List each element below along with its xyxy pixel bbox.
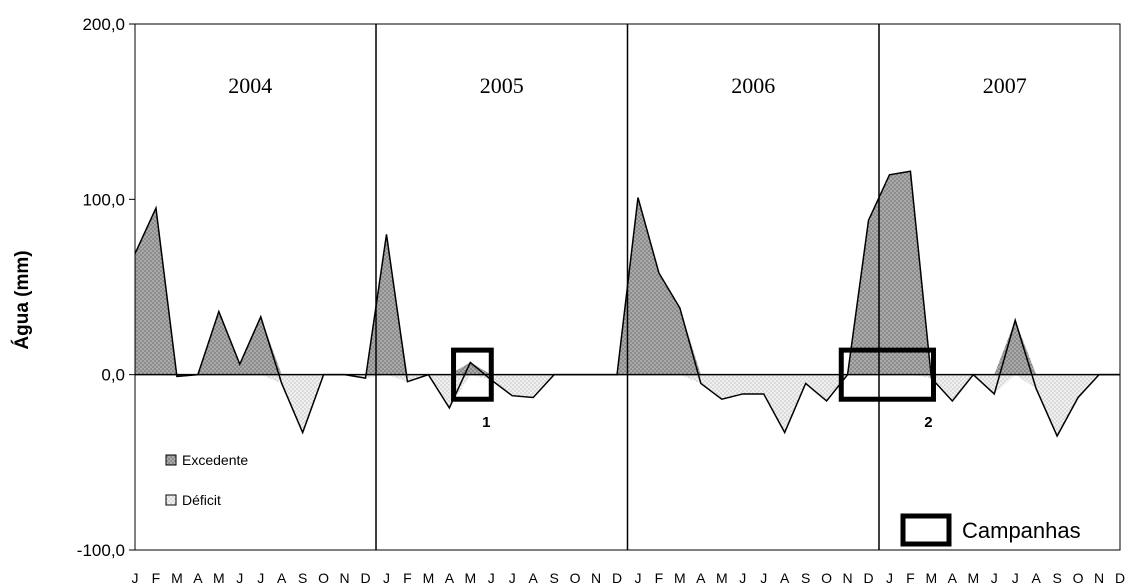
- campanha-label-2: 2: [924, 414, 932, 431]
- year-label-2007: 2007: [983, 73, 1027, 98]
- campanha-box-2: [838, 347, 936, 402]
- x-tick-label: S: [549, 570, 558, 586]
- y-tick-label: 200,0: [82, 15, 125, 34]
- x-tick-label: N: [340, 570, 350, 586]
- x-tick-label: M: [716, 570, 728, 586]
- x-tick-label: N: [842, 570, 852, 586]
- x-tick-label: A: [529, 570, 539, 586]
- x-tick-label: F: [152, 570, 161, 586]
- y-tick-label: -100,0: [77, 541, 125, 560]
- series-area-excedente: [135, 171, 1120, 375]
- x-tick-label: J: [739, 570, 746, 586]
- x-tick-label: F: [655, 570, 664, 586]
- x-tick-label: J: [488, 570, 495, 586]
- x-tick-label: A: [948, 570, 958, 586]
- x-tick-label: J: [236, 570, 243, 586]
- year-label-2004: 2004: [228, 73, 272, 98]
- x-tick-label: J: [886, 570, 893, 586]
- legend-label-deficit: Déficit: [182, 492, 221, 508]
- x-tick-label: J: [383, 570, 390, 586]
- x-tick-label: S: [298, 570, 307, 586]
- x-tick-label: F: [403, 570, 412, 586]
- x-tick-label: N: [1094, 570, 1104, 586]
- x-tick-label: M: [213, 570, 225, 586]
- y-tick-label: 0,0: [101, 366, 125, 385]
- x-tick-label: J: [760, 570, 767, 586]
- x-tick-label: M: [423, 570, 435, 586]
- x-tick-label: S: [1052, 570, 1061, 586]
- campanha-label-1: 1: [482, 414, 490, 431]
- campanhas-legend-swatch: [900, 513, 952, 547]
- x-tick-label: J: [509, 570, 516, 586]
- x-tick-label: J: [991, 570, 998, 586]
- x-tick-label: O: [318, 570, 329, 586]
- plot-frame: [134, 23, 1121, 551]
- x-tick-label: S: [801, 570, 810, 586]
- y-tick-label: 100,0: [82, 190, 125, 209]
- x-tick-label: A: [193, 570, 203, 586]
- campanhas-legend: Campanhas: [900, 513, 1081, 547]
- x-tick-label: A: [445, 570, 455, 586]
- x-tick-label: J: [634, 570, 641, 586]
- x-tick-label: A: [780, 570, 790, 586]
- x-tick-label: F: [906, 570, 915, 586]
- y-axis-title: Água (mm): [11, 250, 33, 349]
- x-tick-label: D: [1115, 570, 1125, 586]
- x-tick-label: O: [570, 570, 581, 586]
- x-tick-label: M: [967, 570, 979, 586]
- legend-swatch-excedente: [165, 454, 177, 466]
- x-tick-label: O: [1073, 570, 1084, 586]
- x-tick-label: A: [277, 570, 287, 586]
- x-tick-label: J: [132, 570, 139, 586]
- x-tick-label: D: [863, 570, 873, 586]
- x-tick-label: A: [1031, 570, 1041, 586]
- x-tick-label: M: [171, 570, 183, 586]
- x-tick-label: J: [1012, 570, 1019, 586]
- x-tick-label: J: [257, 570, 264, 586]
- x-tick-label: N: [591, 570, 601, 586]
- legend-swatch-deficit: [165, 494, 177, 506]
- legend: Excedente Déficit: [165, 452, 248, 508]
- x-tick-label: A: [696, 570, 706, 586]
- campanha-box-1: [451, 347, 494, 402]
- x-tick-label: M: [926, 570, 938, 586]
- year-label-2005: 2005: [480, 73, 524, 98]
- x-tick-label: M: [674, 570, 686, 586]
- year-label-2006: 2006: [731, 73, 775, 98]
- x-tick-label: D: [612, 570, 622, 586]
- x-tick-label: M: [464, 570, 476, 586]
- legend-label-excedente: Excedente: [182, 452, 248, 468]
- campanhas-legend-label: Campanhas: [962, 518, 1081, 543]
- x-tick-label: O: [821, 570, 832, 586]
- x-tick-label: D: [360, 570, 370, 586]
